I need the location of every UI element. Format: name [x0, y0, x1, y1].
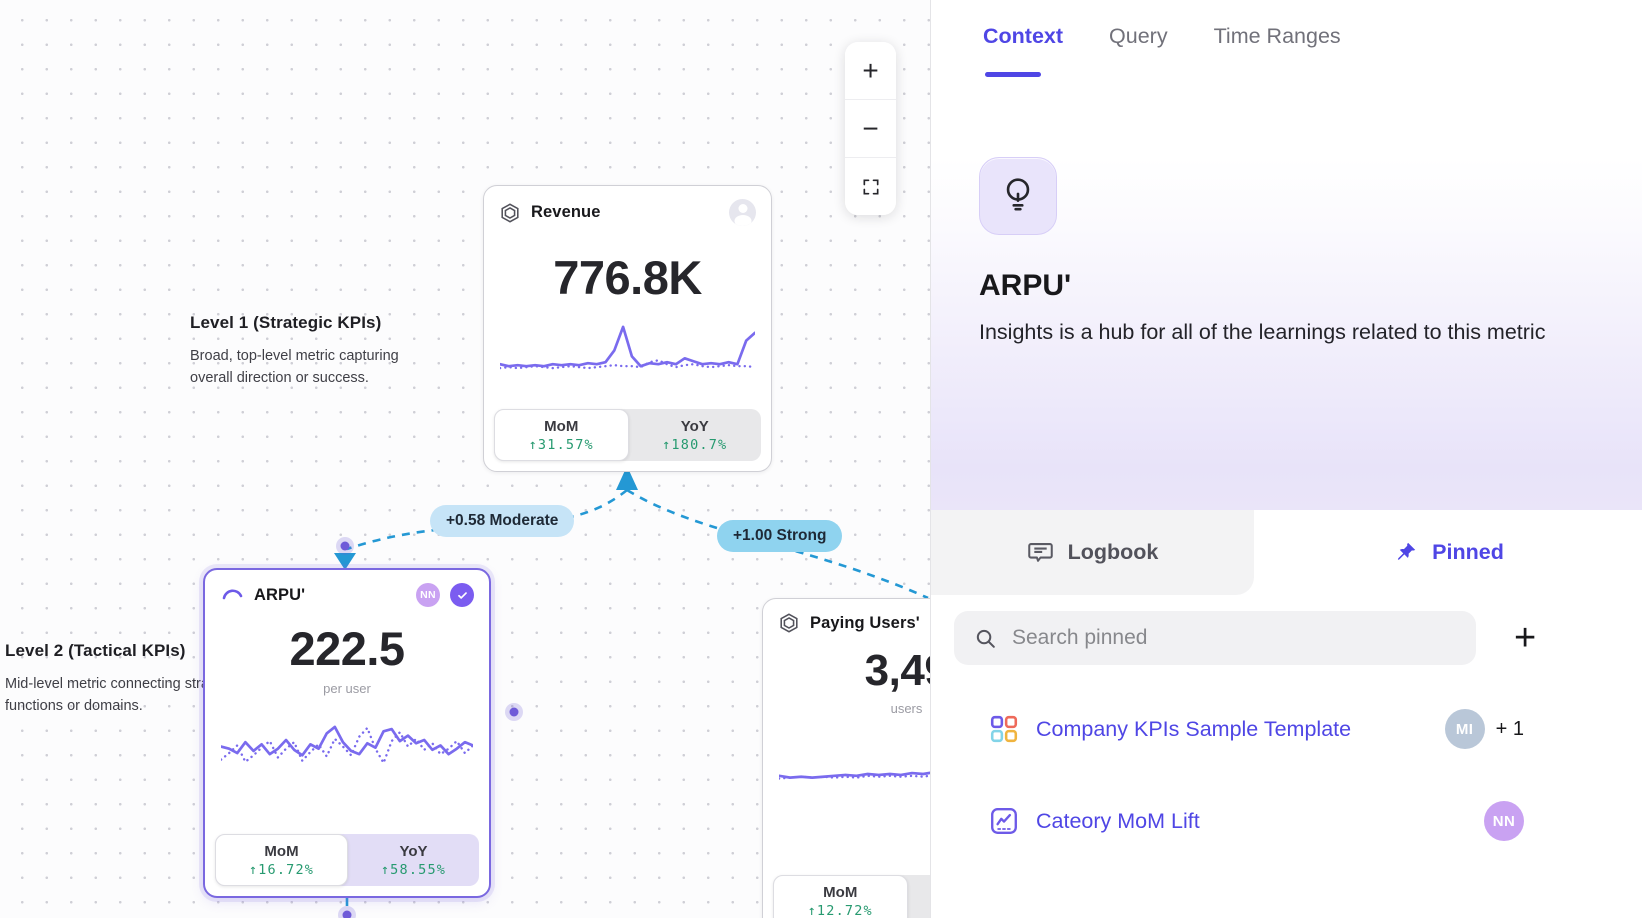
fit-view-button[interactable] — [845, 157, 896, 215]
sidebar-subtab-bar: Logbook Pinned — [931, 510, 1642, 595]
period-toggle: MoM ↑12.72% — [773, 875, 930, 918]
subtab-logbook[interactable]: Logbook — [931, 510, 1254, 595]
toggle-mom[interactable]: MoM ↑12.72% — [773, 875, 908, 918]
metric-node-revenue[interactable]: Revenue 776.8K MoM ↑31.57% YoY ↑180.7% — [483, 185, 772, 472]
toggle-yoy-label: YoY — [399, 842, 428, 860]
subtab-pinned[interactable]: Pinned — [1254, 510, 1642, 595]
toggle-mom[interactable]: MoM ↑31.57% — [494, 409, 629, 461]
insight-icon-tile — [979, 157, 1057, 235]
hexagon-icon — [780, 613, 798, 633]
period-toggle: MoM ↑16.72% YoY ↑58.55% — [215, 834, 479, 886]
node-value: 776.8K — [553, 251, 702, 304]
metric-tree-canvas[interactable]: Level 1 (Strategic KPIs) Broad, top-leve… — [0, 0, 930, 918]
zoom-in-button[interactable]: + — [845, 42, 896, 99]
pinned-search-box[interactable] — [954, 611, 1476, 665]
level-2-annotation: Level 2 (Tactical KPIs) Mid-level metric… — [5, 641, 255, 718]
tab-time-ranges[interactable]: Time Ranges — [1213, 24, 1341, 48]
owner-avatar-icon — [729, 199, 756, 226]
node-value: 3,49 — [864, 646, 930, 695]
level-1-annotation: Level 1 (Strategic KPIs) Broad, top-leve… — [190, 313, 435, 390]
connection-handle[interactable] — [340, 541, 350, 551]
pinned-item-cateory-mom-lift[interactable]: Cateory MoM Lift NN — [989, 797, 1524, 845]
pinned-item-company-kpis[interactable]: Company KPIs Sample Template MI + 1 — [989, 705, 1524, 753]
template-grid-icon — [990, 715, 1018, 743]
node-value: 222.5 — [289, 622, 405, 675]
pinned-item-label: Company KPIs Sample Template — [1036, 716, 1352, 741]
metric-context-header: ARPU' Insights is a hub for all of the l… — [931, 157, 1642, 510]
fit-view-icon — [863, 179, 878, 194]
metric-node-arpu[interactable]: ARPU' NN 222.5 per user MoM ↑16.72% YoY — [203, 568, 491, 898]
toggle-yoy[interactable]: YoY ↑58.55% — [348, 834, 479, 886]
node-title: Revenue — [531, 203, 601, 221]
toggle-yoy-value: ↑58.55% — [380, 861, 447, 878]
detail-sidebar: Context Query Time Ranges ARPU' Insights… — [930, 0, 1642, 918]
zoom-out-button[interactable]: − — [845, 99, 896, 157]
toggle-mom-value: ↑31.57% — [528, 436, 594, 453]
pinned-search-input[interactable] — [1012, 626, 1456, 650]
pushpin-icon — [1398, 542, 1416, 560]
handle-halo — [338, 906, 356, 918]
edge-label-moderate: +0.58 Moderate — [430, 505, 575, 537]
toggle-mom-label: MoM — [823, 883, 858, 901]
pinned-list: Company KPIs Sample Template MI + 1 Cate… — [931, 665, 1642, 845]
search-icon — [976, 629, 995, 648]
toggle-mom[interactable]: MoM ↑16.72% — [215, 834, 348, 886]
connection-handle[interactable] — [509, 707, 519, 717]
toggle-mom-value: ↑12.72% — [807, 902, 873, 918]
edge-label-strong: +1.00 Strong — [717, 520, 843, 552]
handle-halo — [505, 703, 523, 721]
hexagon-icon — [501, 202, 519, 223]
subtab-logbook-label: Logbook — [1067, 540, 1159, 564]
verified-check-icon — [450, 583, 474, 607]
extra-collaborators-count: + 1 — [1495, 717, 1524, 740]
period-toggle: MoM ↑31.57% YoY ↑180.7% — [494, 409, 761, 461]
level-1-description: Broad, top-level metric capturing overal… — [190, 348, 399, 386]
lightbulb-icon — [1006, 178, 1030, 211]
node-unit: users — [890, 701, 923, 716]
level-2-title: Level 2 (Tactical KPIs) — [5, 641, 186, 660]
toggle-mom-label: MoM — [264, 842, 299, 860]
level-2-description: Mid-level metric connecting strategy to … — [5, 676, 253, 714]
logbook-comment-icon — [1027, 543, 1053, 562]
toggle-yoy[interactable]: YoY ↑180.7% — [629, 409, 762, 461]
node-title: Paying Users' — [810, 613, 920, 632]
pinned-search-row: + — [931, 595, 1642, 665]
chart-icon — [991, 808, 1017, 834]
handle-halo — [336, 537, 354, 555]
toggle-mom-label: MoM — [544, 417, 579, 435]
tab-query[interactable]: Query — [1109, 24, 1168, 48]
metric-node-paying-users[interactable]: Paying Users' 3,49 users MoM ↑12.72% — [762, 598, 930, 918]
arc-metric-icon — [222, 589, 243, 600]
toggle-yoy[interactable] — [908, 875, 931, 918]
level-1-title: Level 1 (Strategic KPIs) — [190, 313, 382, 332]
metric-title: ARPU' — [979, 269, 1072, 302]
add-pinned-button[interactable]: + — [1514, 617, 1537, 659]
node-unit: per user — [323, 681, 371, 696]
avatar: NN — [1484, 801, 1524, 841]
avatar: MI — [1444, 709, 1485, 749]
canvas-zoom-controls: + − — [845, 42, 896, 215]
toggle-mom-value: ↑16.72% — [248, 861, 315, 878]
sidebar-tab-bar: Context Query Time Ranges — [931, 0, 1642, 85]
node-title: ARPU' — [254, 585, 306, 604]
connection-handle[interactable] — [342, 910, 352, 918]
pinned-item-label: Cateory MoM Lift — [1036, 808, 1200, 833]
sparkline-chart — [777, 734, 930, 784]
sparkline-chart — [219, 716, 475, 776]
subtab-pinned-label: Pinned — [1432, 540, 1504, 564]
sparkline-chart — [498, 321, 757, 375]
tab-context[interactable]: Context — [983, 24, 1063, 85]
metric-description: Insights is a hub for all of the learnin… — [979, 320, 1546, 344]
collaborator-badge: NN — [416, 583, 440, 607]
toggle-yoy-label: YoY — [680, 417, 709, 435]
toggle-yoy-value: ↑180.7% — [662, 436, 728, 453]
